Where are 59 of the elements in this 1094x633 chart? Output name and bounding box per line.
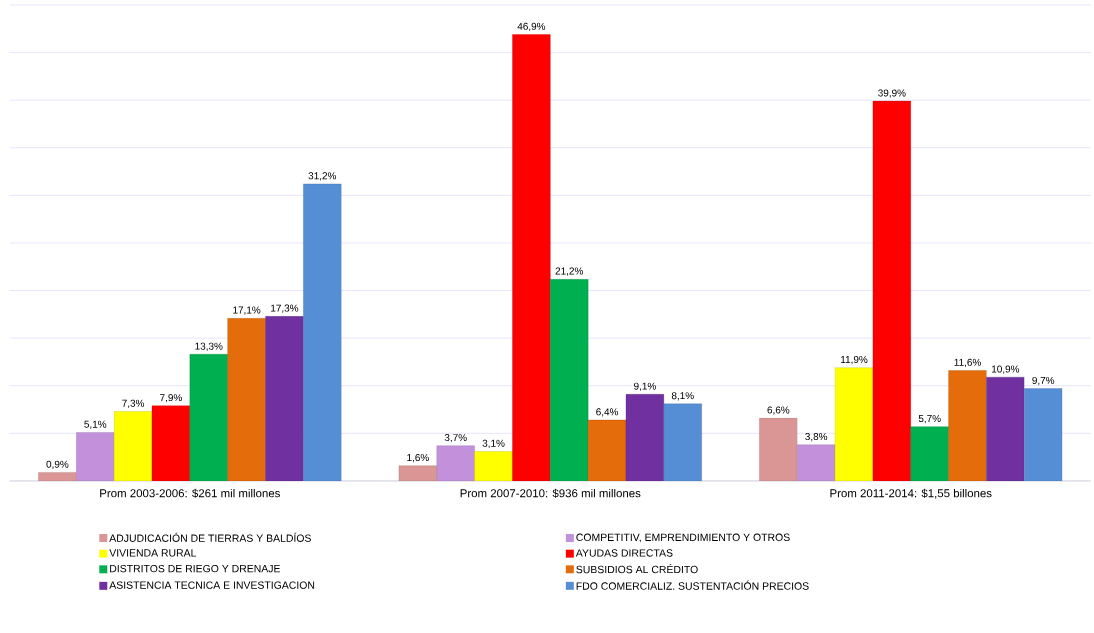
data-label: 11,9%	[841, 355, 868, 365]
bar	[759, 417, 798, 481]
bar	[303, 183, 342, 481]
data-label: 17,1%	[233, 306, 261, 315]
bar	[436, 445, 475, 481]
data-label: 31,2%	[308, 172, 337, 181]
data-label: 7,9%	[160, 393, 182, 403]
data-label: 6,4%	[596, 408, 619, 417]
legend-label: DISTRITOS DE RIEGO Y DRENAJE	[110, 564, 280, 573]
legend-label: VIVIENDA RURAL	[109, 549, 197, 557]
x-tick-label: Prom 2003-2006: $261 mil millones	[100, 488, 280, 498]
data-label: 39,9%	[878, 89, 906, 98]
data-label: 0,9%	[46, 460, 69, 469]
legend-label: SUBSIDIOS AL CRÉDITO	[576, 563, 698, 574]
bar	[986, 376, 1025, 481]
legend-label: ADJUDICACIÓN DE TIERRAS Y BALDÍOS	[109, 532, 311, 542]
bar	[189, 354, 228, 481]
x-tick-label: Prom 2007-2010: $936 mil millones	[460, 488, 641, 498]
data-label: 5,1%	[84, 420, 107, 429]
data-label: 9,1%	[634, 382, 656, 391]
data-label: 3,1%	[482, 439, 505, 448]
data-label: 8,1%	[671, 392, 694, 401]
bar	[512, 34, 551, 481]
data-label: 11,6%	[954, 358, 981, 367]
data-label: 1,6%	[407, 453, 429, 463]
data-label: 3,8%	[805, 432, 828, 442]
bar	[151, 405, 190, 481]
data-label: 3,7%	[444, 433, 467, 443]
data-label: 17,3%	[271, 304, 299, 313]
legend-label: AYUDAS DIRECTAS	[575, 549, 673, 557]
data-label: 13,3%	[195, 342, 223, 351]
bar	[38, 472, 77, 481]
bar	[1024, 388, 1063, 481]
bar	[834, 367, 874, 481]
bar	[76, 432, 115, 481]
bar	[663, 403, 702, 481]
bar	[550, 278, 589, 481]
bar	[398, 465, 437, 481]
legend-label: COMPETITIV, EMPRENDIMIENTO Y OTROS	[576, 533, 790, 543]
data-label: 6,6%	[767, 406, 790, 415]
bar	[797, 444, 836, 481]
legend-label: FDO COMERCIALIZ. SUSTENTACIÓN PRECIOS	[576, 580, 809, 590]
data-label: 9,7%	[1032, 376, 1055, 385]
bar	[227, 317, 266, 481]
bar	[910, 426, 949, 481]
bar	[474, 451, 513, 481]
data-label: 46,9%	[517, 22, 546, 31]
bar	[625, 394, 664, 481]
bar	[114, 411, 153, 481]
bar	[872, 100, 911, 481]
bar	[948, 370, 987, 481]
legend-label: ASISTENCIA TECNICA E INVESTIGACION	[109, 581, 315, 589]
data-label: 10,9%	[992, 365, 1020, 374]
x-tick-label: Prom 2011-2014: $1,55 billones	[830, 488, 992, 499]
data-label: 5,7%	[918, 414, 941, 424]
data-label: 7,3%	[122, 399, 145, 408]
data-label: 21,2%	[555, 267, 583, 276]
bar	[265, 315, 304, 481]
bar	[588, 419, 627, 481]
